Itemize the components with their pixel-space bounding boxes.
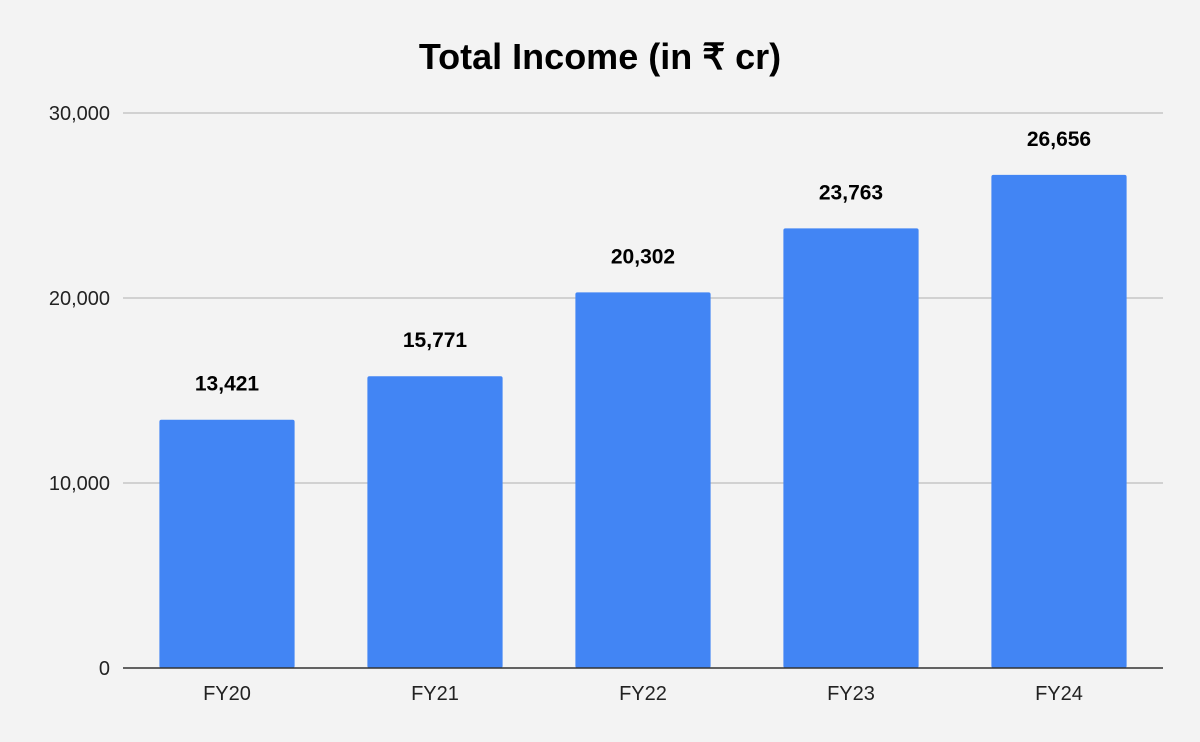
bar: [991, 174, 1127, 668]
y-tick-label: 20,000: [49, 288, 110, 310]
bar-value-labels: 13,421 15,771 20,302 23,763 26,656: [195, 128, 1091, 396]
bar-value-label: 15,771: [403, 329, 468, 352]
bar: [159, 419, 295, 668]
bar-value-label: 26,656: [1027, 128, 1091, 151]
x-tick-label: FY23: [827, 683, 875, 705]
chart-title: Total Income (in ₹ cr): [419, 36, 781, 77]
y-axis-tick-labels: 0 10,000 20,000 30,000: [49, 103, 110, 680]
x-tick-label: FY24: [1035, 683, 1083, 705]
bar-value-label: 20,302: [611, 245, 675, 268]
y-tick-label: 30,000: [49, 103, 110, 125]
bar: [367, 376, 503, 668]
bar-value-label: 13,421: [195, 373, 260, 396]
y-tick-label: 0: [99, 658, 110, 680]
x-tick-label: FY22: [619, 683, 667, 705]
bars: [159, 174, 1127, 668]
x-tick-label: FY21: [411, 683, 459, 705]
y-tick-label: 10,000: [49, 473, 110, 495]
x-tick-label: FY20: [203, 683, 251, 705]
bar: [783, 228, 919, 668]
x-axis-tick-labels: FY20 FY21 FY22 FY23 FY24: [203, 683, 1083, 705]
bar: [575, 292, 711, 668]
bar-value-label: 23,763: [819, 181, 883, 204]
